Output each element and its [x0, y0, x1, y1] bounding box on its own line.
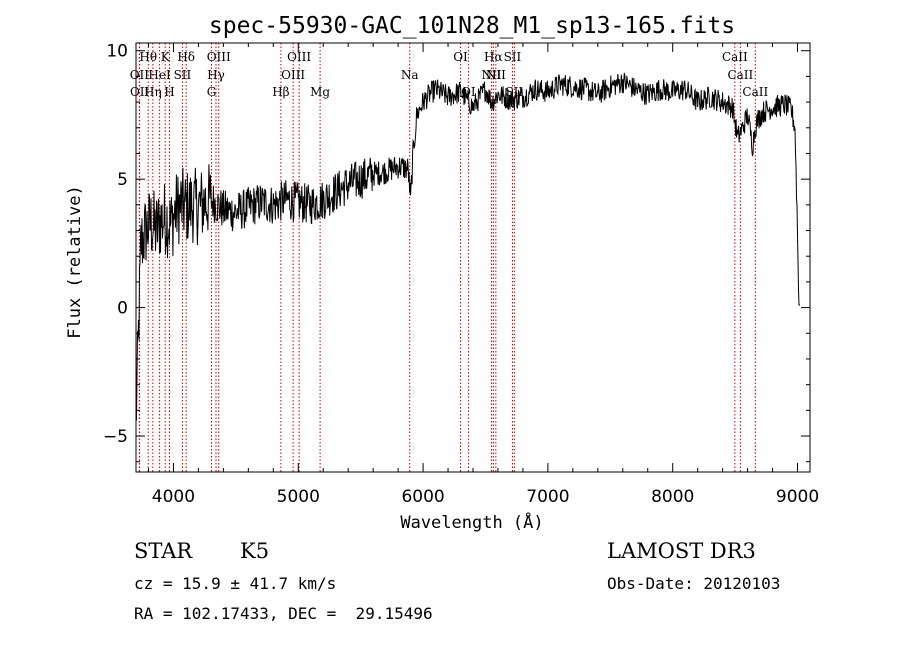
x-tick-label-1: 5000 — [277, 487, 320, 507]
line-markers — [138, 43, 756, 472]
axis-ticks: 4000 5000 6000 7000 8000 9000 −5 0 5 10 — [103, 42, 819, 507]
line-label-22: SII — [504, 50, 522, 64]
line-label-19: NII — [481, 68, 501, 82]
line-label-17: OI — [453, 50, 468, 64]
survey-name: LAMOST DR3 — [607, 539, 756, 563]
line-label-7: SII — [174, 68, 192, 82]
obs-date: Obs-Date: 20120103 — [607, 574, 781, 593]
y-tick-label-2: 5 — [117, 170, 128, 190]
line-label-21: NII — [486, 68, 506, 82]
y-tick-label-1: 0 — [117, 299, 128, 319]
line-label-0: Hθ — [139, 50, 157, 64]
coordinates: RA = 102.17433, DEC = 29.15496 — [134, 604, 433, 623]
y-axis-label: Flux (relative) — [65, 185, 85, 339]
line-label-5: K — [161, 50, 171, 64]
line-label-11: OIII — [207, 50, 231, 64]
line-label-10: Hγ — [207, 68, 225, 82]
line-label-9: G — [207, 85, 217, 99]
object-subclass: K5 — [240, 539, 270, 563]
chart-title: spec-55930-GAC_101N28_M1_sp13-165.fits — [209, 13, 735, 39]
line-label-15: Mg — [310, 85, 330, 99]
line-label-26: CaII — [742, 85, 768, 99]
line-label-2: OII — [130, 85, 150, 99]
line-label-16: Na — [401, 68, 419, 82]
line-label-13: OIII — [281, 68, 305, 82]
x-tick-label-2: 6000 — [401, 487, 444, 507]
line-label-1: OII — [130, 68, 150, 82]
line-label-14: OIII — [287, 50, 311, 64]
spectrum-line — [135, 72, 800, 421]
object-class: STAR — [134, 539, 193, 563]
line-label-20: Hα — [484, 50, 503, 64]
line-label-4: HeI — [148, 68, 171, 82]
line-label-12: Hβ — [272, 85, 289, 99]
x-tick-label-3: 7000 — [526, 487, 569, 507]
line-label-23: SII — [505, 85, 523, 99]
redshift-cz: cz = 15.9 ± 41.7 km/s — [134, 574, 337, 593]
line-labels: HθOIIOIIHηHeIKHSIIHδGHγOIIIHβOIIIOIIIMgN… — [130, 50, 769, 99]
y-tick-label-0: −5 — [103, 427, 128, 447]
line-label-3: Hη — [144, 85, 162, 99]
line-label-8: Hδ — [177, 50, 195, 64]
line-label-18: OI — [461, 85, 476, 99]
line-label-6: H — [164, 85, 174, 99]
spectrum-series — [135, 72, 800, 421]
x-tick-label-0: 4000 — [152, 487, 195, 507]
x-tick-label-5: 9000 — [776, 487, 819, 507]
x-axis-label: Wavelength (Å) — [400, 511, 543, 533]
y-tick-label-3: 10 — [106, 42, 128, 62]
line-label-25: CaII — [727, 68, 753, 82]
x-tick-label-4: 8000 — [651, 487, 694, 507]
line-label-24: CaII — [722, 50, 748, 64]
